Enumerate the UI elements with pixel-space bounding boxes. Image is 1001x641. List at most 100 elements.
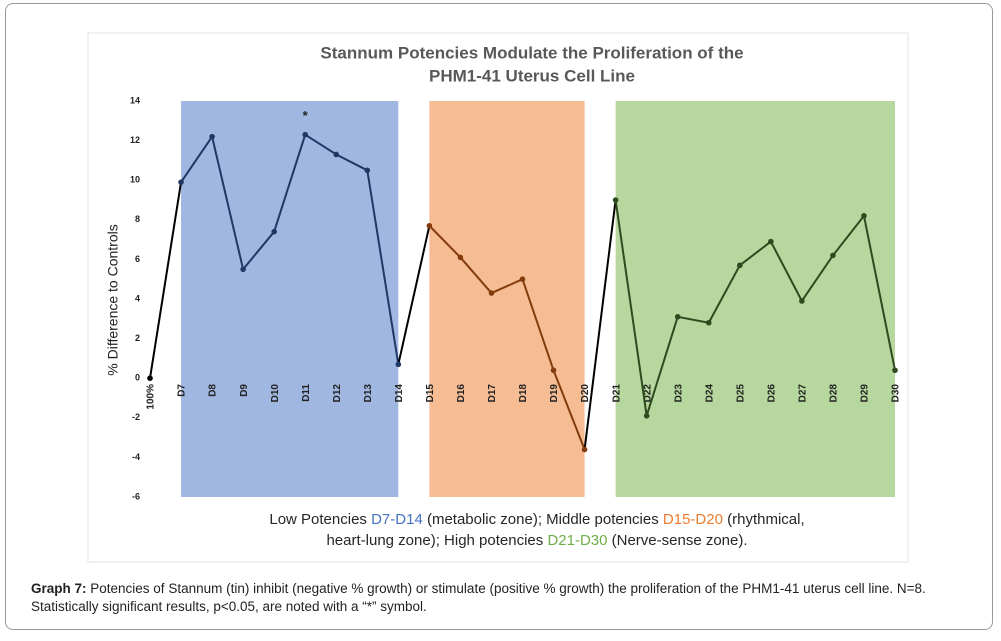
y-axis-label: % Difference to Controls <box>105 224 121 375</box>
line-segment <box>862 215 896 371</box>
x-tick-label: D9 <box>239 384 250 397</box>
x-tick-label: D15 <box>425 384 436 403</box>
data-point <box>892 367 898 374</box>
data-point <box>488 290 495 296</box>
line-segment <box>583 199 617 450</box>
y-tick-label: -4 <box>132 452 140 462</box>
line-segment <box>428 225 462 259</box>
line-segment <box>645 316 679 417</box>
x-tick-label: D28 <box>829 384 840 403</box>
data-point <box>302 131 309 138</box>
zone-note-part: D7-D14 <box>371 511 423 528</box>
x-tick-label: D29 <box>860 384 871 403</box>
data-point <box>736 262 743 269</box>
chart-title: Stannum Potencies Modulate the Prolifera… <box>320 43 743 62</box>
line-segment <box>149 182 183 379</box>
zone-band <box>615 101 895 497</box>
zone-note-part: (Nerve-sense zone). <box>607 532 747 549</box>
data-point <box>550 367 557 374</box>
line-segment <box>769 241 803 302</box>
y-tick-label: 8 <box>135 214 140 224</box>
zone-note-part: D15-D20 <box>663 511 723 528</box>
data-point <box>364 167 371 174</box>
figure-frame <box>5 3 993 630</box>
y-tick-label: 2 <box>135 333 140 343</box>
line-segment <box>242 231 275 270</box>
zone-note-part: Low Potencies <box>269 511 371 528</box>
data-point <box>674 314 681 320</box>
line-segment <box>707 264 741 324</box>
data-point <box>147 375 153 382</box>
line-segment <box>397 225 431 365</box>
data-point <box>333 151 340 158</box>
y-tick-label: 12 <box>130 135 140 145</box>
data-point <box>612 197 619 203</box>
line-segment <box>180 136 213 183</box>
zone-note: heart-lung zone); High potencies D21-D30… <box>326 532 747 549</box>
data-point <box>519 276 526 283</box>
line-segment <box>614 199 648 416</box>
data-point <box>457 254 464 261</box>
data-point <box>768 238 774 245</box>
line-segment <box>677 315 709 324</box>
x-tick-label: D10 <box>270 384 281 403</box>
zone-note-part: (metabolic zone); Middle potencies <box>423 511 663 528</box>
x-tick-label: D17 <box>487 384 498 403</box>
y-tick-label: 14 <box>130 95 140 105</box>
x-tick-label: D25 <box>735 384 746 403</box>
chart-title: PHM1-41 Uterus Cell Line <box>429 66 635 85</box>
data-point <box>209 133 215 140</box>
caption-label: Graph 7: <box>31 581 87 596</box>
zone-note: Low Potencies D7-D14 (metabolic zone); M… <box>269 511 804 528</box>
x-tick-label: D30 <box>891 384 902 403</box>
data-point <box>830 252 836 259</box>
caption: Graph 7: Potencies of Stannum (tin) inhi… <box>31 580 971 616</box>
line-segment <box>211 136 245 270</box>
x-tick-label: D13 <box>363 384 374 403</box>
line-segment <box>521 278 555 371</box>
caption-text: Potencies of Stannum (tin) inhibit (nega… <box>31 581 926 614</box>
data-point <box>643 413 650 419</box>
zone-note-part: D21-D30 <box>547 532 607 549</box>
data-point <box>861 213 867 219</box>
data-point <box>271 228 277 235</box>
line-segment <box>552 369 586 450</box>
zone-band <box>429 101 585 497</box>
chart: Stannum Potencies Modulate the Prolifera… <box>87 32 909 563</box>
line-segment <box>459 256 493 294</box>
x-tick-label: D21 <box>611 384 622 403</box>
data-point <box>799 298 805 304</box>
y-tick-label: 4 <box>135 293 140 303</box>
line-segment <box>335 153 368 172</box>
x-tick-label: D8 <box>208 384 219 397</box>
line-segment <box>273 134 307 232</box>
data-point <box>581 446 588 453</box>
x-tick-label: D22 <box>642 384 653 403</box>
x-tick-label: 100% <box>146 384 157 410</box>
line-segment <box>801 254 834 302</box>
data-point <box>240 266 246 273</box>
x-tick-label: D26 <box>766 384 777 403</box>
zone-note-part: heart-lung zone); High potencies <box>326 532 547 549</box>
x-tick-label: D27 <box>798 384 809 403</box>
line-segment <box>491 278 523 294</box>
line-segment <box>304 133 337 156</box>
y-tick-label: -2 <box>132 412 140 422</box>
zone-band <box>181 101 399 497</box>
x-tick-label: D20 <box>580 384 591 403</box>
data-point <box>395 361 402 368</box>
y-tick-label: 10 <box>130 175 140 185</box>
y-tick-label: 6 <box>135 254 140 264</box>
x-tick-label: D16 <box>456 384 467 403</box>
y-tick-label: -6 <box>132 491 140 501</box>
x-tick-label: D12 <box>332 384 343 403</box>
line-segment <box>832 215 865 257</box>
zone-note-part: (rhythmical, <box>723 511 805 528</box>
x-tick-label: D11 <box>301 384 312 402</box>
data-point <box>178 179 184 185</box>
x-tick-label: D18 <box>518 384 529 403</box>
x-tick-label: D19 <box>549 384 560 403</box>
line-segment <box>366 170 400 365</box>
data-point <box>426 222 433 229</box>
